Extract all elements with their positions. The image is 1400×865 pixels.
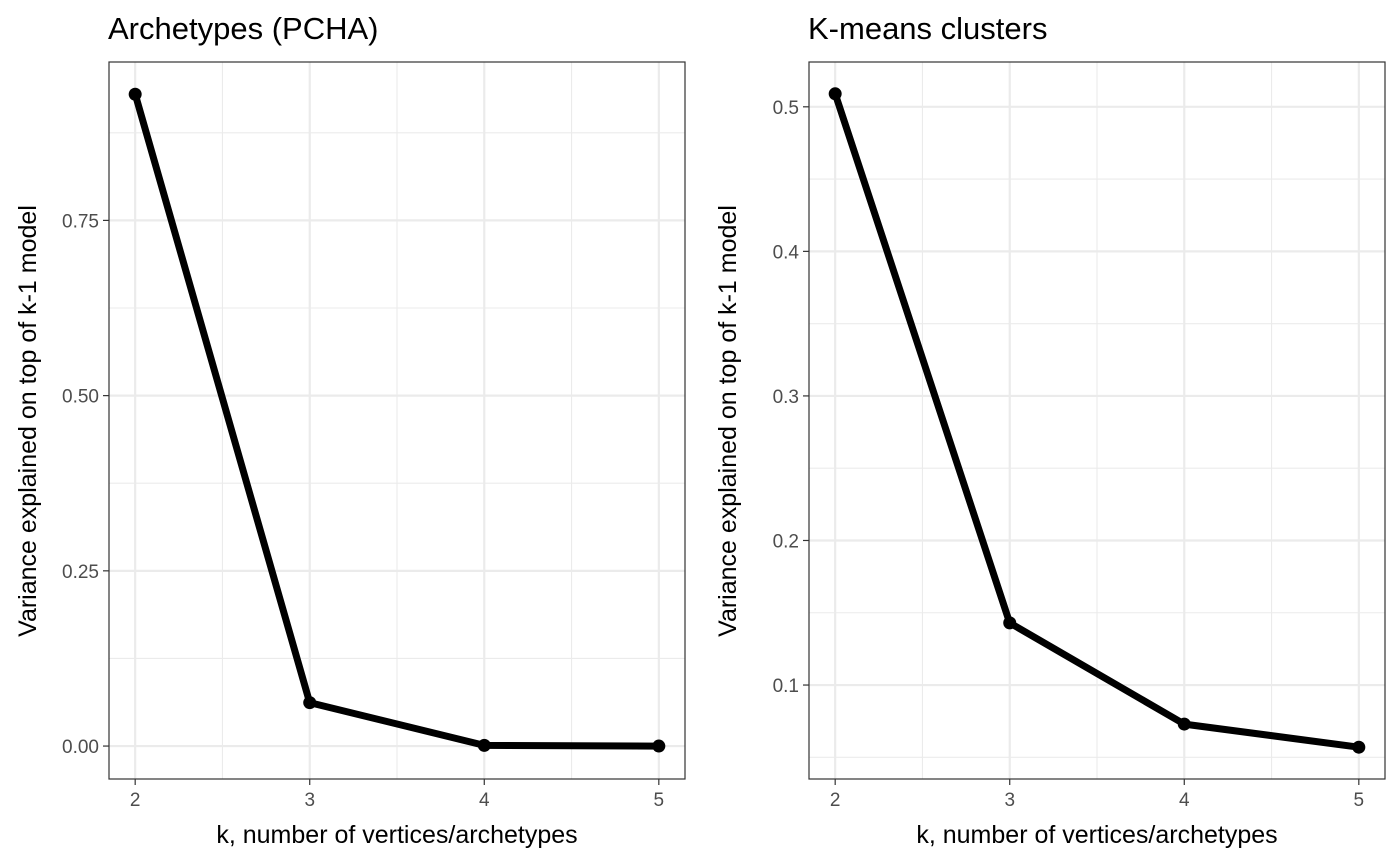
x-tick-label: 2 (130, 790, 141, 811)
series-line (831, 90, 1363, 751)
chart-title: K-means clusters (808, 11, 1047, 46)
data-point (1177, 717, 1191, 731)
series-line (131, 90, 663, 750)
y-tick-label: 0.4 (773, 242, 800, 263)
grid (809, 62, 1385, 779)
x-tick-label: 3 (304, 790, 315, 811)
y-tick-label: 0.50 (62, 387, 99, 408)
x-axis-label: k, number of vertices/archetypes (216, 821, 577, 849)
data-point (303, 696, 317, 710)
x-tick-label: 5 (654, 790, 665, 811)
y-axis-label: Variance explained on top of k-1 model (714, 205, 742, 637)
x-axis-label: k, number of vertices/archetypes (916, 821, 1277, 849)
y-tick-label: 0.1 (773, 676, 799, 697)
y-tick-label: 0.3 (773, 387, 799, 408)
x-tick-label: 2 (830, 790, 841, 811)
panel-border (808, 61, 1386, 780)
x-tick-label: 3 (1004, 790, 1015, 811)
data-point (1352, 740, 1366, 754)
chart-title: Archetypes (PCHA) (108, 11, 378, 46)
data-point (828, 87, 842, 101)
panel-border (108, 61, 686, 780)
x-tick-label: 5 (1354, 790, 1365, 811)
y-tick-label: 0.5 (773, 98, 799, 119)
chart-archetypes: Archetypes (PCHA) k, number of vertices/… (14, 11, 686, 849)
chart-kmeans: K-means clusters k, number of vertices/a… (714, 11, 1386, 849)
data-point (652, 739, 666, 753)
data-point (477, 738, 491, 752)
y-tick-label: 0.2 (773, 531, 799, 552)
x-tick-label: 4 (1179, 790, 1190, 811)
y-axis-label: Variance explained on top of k-1 model (14, 205, 42, 637)
data-point (128, 87, 142, 101)
y-tick-label: 0.25 (62, 562, 99, 583)
data-point (1003, 616, 1017, 630)
y-tick-label: 0.00 (62, 737, 99, 758)
x-tick-label: 4 (479, 790, 490, 811)
y-tick-label: 0.75 (62, 211, 99, 232)
grid (109, 62, 685, 779)
